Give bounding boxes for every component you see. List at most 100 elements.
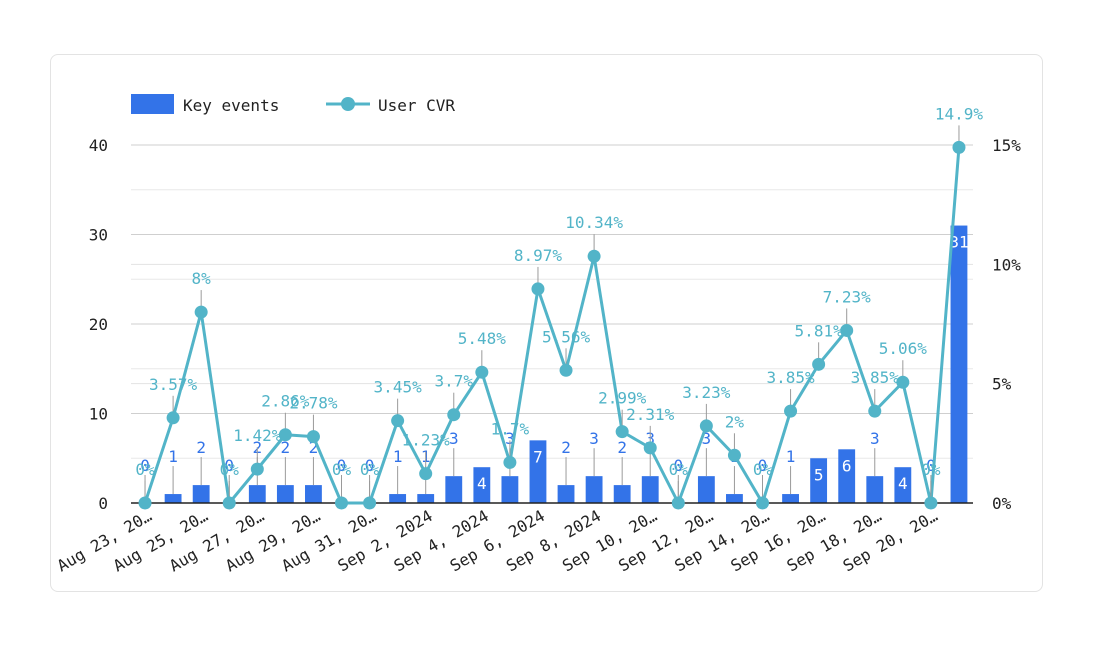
bar: [782, 494, 799, 503]
line-point: [615, 425, 629, 439]
legend-label: User CVR: [378, 96, 455, 115]
bar-value-label: 2: [281, 438, 291, 457]
line-value-label: 7.23%: [823, 287, 872, 306]
line-value-label: 2.78%: [289, 394, 338, 413]
legend-swatch-point: [341, 97, 355, 111]
bar: [613, 485, 631, 503]
bar: [894, 467, 912, 503]
line-value-label: 3.85%: [851, 368, 900, 387]
bar: [305, 485, 322, 503]
line-point: [363, 496, 377, 510]
line-value-label: 2%: [725, 412, 745, 431]
bar: [557, 485, 575, 503]
y-left-tick-label: 40: [89, 136, 108, 155]
bar: [641, 476, 659, 503]
line-value-label: 0%: [135, 460, 155, 479]
line-value-label: 3.57%: [149, 375, 198, 394]
bar-value-label: 4: [898, 474, 908, 493]
bar-value-label: 0: [365, 456, 375, 475]
line-value-label: 0%: [332, 460, 352, 479]
line-point: [278, 428, 292, 442]
bar-value-label: 2: [196, 438, 206, 457]
bar-value-label: 2: [617, 438, 627, 457]
bar-value-label: 6: [842, 456, 852, 475]
bar-value-label: 0: [224, 456, 234, 475]
line-point: [531, 282, 545, 296]
line-value-label: 0%: [669, 460, 689, 479]
line-point: [166, 411, 180, 425]
bar: [838, 449, 856, 503]
line-point: [138, 496, 152, 510]
line-point: [503, 455, 517, 469]
bar-value-label: 31: [949, 233, 968, 252]
line-series: [143, 147, 961, 505]
bar-value-label: 0: [337, 456, 347, 475]
line-point: [419, 467, 433, 481]
line-point: [812, 357, 826, 371]
bar-value-label: 0: [673, 456, 683, 475]
y-right-tick-label: 5%: [992, 375, 1012, 394]
bar-value-label: 1: [393, 447, 403, 466]
line-value-label: 1.42%: [233, 426, 282, 445]
x-tick-label: Sep 20, 20…: [840, 506, 941, 575]
bar: [726, 494, 743, 503]
y-left-tick-label: 0: [98, 494, 108, 513]
bar-value-label: 2: [561, 438, 571, 457]
line-value-label: 8%: [192, 269, 212, 288]
line-point: [559, 363, 573, 377]
line-value-label: 5.56%: [542, 327, 591, 346]
bar-value-label: 1: [168, 447, 178, 466]
line-value-label: 0%: [220, 460, 240, 479]
line-point: [306, 430, 320, 444]
bar: [192, 485, 210, 503]
bar-value-label: 3: [702, 429, 712, 448]
bar: [445, 476, 463, 503]
line-point: [727, 448, 741, 462]
line-point: [699, 419, 713, 433]
bar-value-label: 2: [309, 438, 319, 457]
bar: [866, 476, 884, 503]
line-point: [391, 414, 405, 428]
line-value-label: 2.99%: [598, 389, 647, 408]
y-left-tick-label: 10: [89, 405, 108, 424]
bar: [529, 440, 547, 503]
line-value-label: 0%: [921, 460, 941, 479]
line-value-label: 5.48%: [458, 329, 507, 348]
bar-value-label: 3: [449, 429, 459, 448]
line-point: [840, 323, 854, 337]
line-value-label: 3.7%: [435, 372, 474, 391]
line-value-label: 0%: [360, 460, 380, 479]
line-point: [952, 140, 966, 154]
legend-swatch-bars: [131, 94, 174, 114]
line-point: [924, 496, 938, 510]
line-value-label: 3.85%: [766, 368, 815, 387]
bar: [585, 476, 603, 503]
bar: [697, 476, 715, 503]
bar-value-label: 0: [758, 456, 768, 475]
line-value-label: 3.23%: [682, 383, 731, 402]
bar-value-label: 1: [786, 447, 796, 466]
bar: [950, 225, 968, 504]
y-right-tick-label: 15%: [992, 136, 1021, 155]
y-right-tick-label: 0%: [992, 494, 1012, 513]
line-value-label: 0%: [753, 460, 773, 479]
bar-value-label: 5: [814, 465, 824, 484]
line-point: [335, 496, 348, 510]
line-value-label: 8.97%: [514, 246, 563, 265]
line-point: [194, 305, 208, 319]
line-value-label: 10.34%: [565, 213, 623, 232]
y-left-tick-label: 20: [89, 315, 108, 334]
bar-value-label: 3: [589, 429, 599, 448]
bar-value-label: 0: [140, 456, 150, 475]
bar: [501, 476, 519, 503]
line-value-label: 1.23%: [402, 431, 451, 450]
bar-value-label: 3: [505, 429, 515, 448]
line-value-label: 2.31%: [626, 405, 675, 424]
line-point: [222, 496, 236, 510]
bar-value-label: 0: [926, 456, 936, 475]
line-point: [784, 404, 798, 418]
line-value-label: 5.81%: [795, 321, 844, 340]
line-point: [587, 249, 601, 263]
line-value-label: 14.9%: [935, 104, 984, 123]
y-right-tick-label: 10%: [992, 255, 1021, 274]
